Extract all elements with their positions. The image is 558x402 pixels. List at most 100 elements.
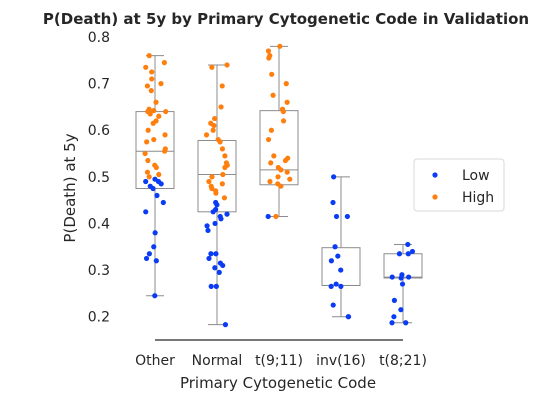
point-normal-high-24 (224, 62, 230, 68)
point-other-high-10 (151, 136, 157, 143)
x-tick-label-t-9-11: t(9;11) (255, 353, 303, 369)
point-inv-16-low-5 (333, 281, 339, 287)
point-other-high-28 (161, 60, 167, 66)
point-inv-16-low-9 (332, 244, 338, 250)
point-normal-low-7 (206, 255, 212, 262)
point-inv-16-low-12 (330, 199, 336, 206)
point-t-8-21-low-5 (399, 281, 406, 287)
point-inv-16-low-10 (333, 213, 340, 220)
point-t-8-21-low-10 (405, 251, 411, 257)
strip-points (142, 43, 416, 328)
point-t-9-11-high-12 (271, 153, 277, 159)
point-other-high-4 (152, 162, 158, 168)
point-t-8-21-low-9 (399, 272, 405, 278)
point-normal-low-17 (213, 206, 219, 213)
point-normal-low-4 (212, 265, 218, 271)
point-inv-16-low-6 (338, 267, 344, 273)
point-other-low-2 (143, 255, 150, 262)
y-tick-label-0-8: 0.8 (88, 30, 110, 46)
point-t-9-11-high-14 (268, 127, 274, 133)
point-t-8-21-low-8 (406, 274, 412, 280)
point-normal-low-14 (217, 213, 223, 220)
point-t-9-11-high-9 (268, 160, 274, 166)
point-other-high-26 (149, 69, 155, 75)
point-other-high-21 (153, 99, 159, 105)
point-normal-high-0 (221, 195, 228, 201)
point-t-8-21-low-3 (398, 307, 404, 313)
point-other-high-15 (156, 113, 162, 119)
point-other-low-14 (152, 176, 158, 182)
point-normal-low-19 (213, 199, 219, 206)
legend-label-high: High (462, 190, 494, 206)
point-t-9-11-high-17 (279, 106, 286, 112)
box-body-t-9-11 (259, 110, 299, 186)
point-inv-16-low-2 (330, 302, 336, 308)
point-t-8-21-low-11 (396, 251, 403, 257)
point-normal-high-6 (206, 178, 212, 185)
point-other-high-25 (149, 76, 155, 82)
point-t-8-21-low-7 (389, 274, 395, 280)
point-normal-high-2 (213, 188, 219, 194)
point-other-low-0 (152, 293, 158, 299)
point-other-high-6 (142, 150, 148, 157)
legend-marker-high (432, 194, 438, 200)
point-other-high-22 (148, 88, 154, 94)
point-t-9-11-high-15 (280, 118, 287, 124)
point-normal-high-8 (220, 171, 226, 178)
box-t-9-11 (259, 45, 299, 217)
point-t-9-11-high-19 (270, 92, 276, 98)
x-tick-label-other: Other (135, 353, 175, 369)
point-normal-high-4 (208, 183, 214, 189)
point-other-low-3 (146, 251, 152, 257)
point-other-low-5 (152, 230, 158, 236)
point-other-high-27 (143, 64, 149, 70)
point-t-9-11-high-4 (287, 176, 293, 182)
point-normal-low-15 (224, 211, 230, 217)
point-other-high-19 (151, 108, 157, 114)
y-axis-label: P(Death) at 5y (61, 133, 79, 242)
point-other-high-0 (146, 174, 152, 180)
point-inv-16-low-7 (328, 258, 335, 264)
point-normal-low-2 (208, 283, 214, 289)
point-t-8-21-low-12 (409, 248, 416, 255)
point-inv-16-low-11 (344, 213, 350, 220)
point-normal-high-17 (210, 127, 216, 133)
point-inv-16-low-1 (345, 314, 352, 320)
point-normal-high-21 (218, 104, 224, 110)
point-normal-low-12 (212, 220, 218, 227)
point-other-high-14 (153, 118, 159, 124)
point-normal-high-22 (219, 83, 225, 89)
point-other-low-13 (143, 178, 149, 185)
point-other-high-12 (145, 127, 151, 133)
point-normal-low-11 (204, 223, 210, 229)
point-other-high-18 (163, 108, 169, 115)
point-t-8-21-low-0 (389, 320, 395, 326)
point-normal-high-16 (203, 132, 210, 138)
point-t-9-11-high-13 (265, 136, 272, 143)
point-t-8-21-low-2 (391, 314, 397, 320)
legend-label-low: Low (462, 168, 490, 184)
point-other-high-20 (146, 106, 152, 112)
box-inv-16 (321, 176, 361, 318)
point-other-high-11 (162, 132, 168, 138)
point-inv-16-low-13 (331, 174, 337, 180)
point-t-9-11-high-6 (284, 169, 290, 175)
point-t-9-11-high-11 (285, 155, 291, 161)
point-t-9-11-high-3 (267, 178, 273, 185)
point-normal-high-11 (223, 160, 229, 166)
point-other-high-23 (144, 83, 150, 89)
point-other-low-7 (160, 199, 166, 206)
point-other-high-24 (158, 81, 164, 87)
point-t-9-11-high-25 (277, 43, 283, 49)
point-other-high-1 (156, 171, 162, 178)
y-tick-label-0-3: 0.3 (88, 263, 110, 279)
point-inv-16-low-3 (338, 283, 344, 289)
point-t-9-11-high-2 (275, 181, 281, 187)
point-t-9-11-low-0 (265, 213, 271, 220)
point-t-9-11-high-5 (275, 174, 281, 180)
box-body-inv-16 (321, 247, 361, 286)
point-normal-high-20 (212, 115, 218, 122)
point-normal-high-5 (219, 181, 225, 187)
point-normal-low-10 (205, 227, 211, 234)
